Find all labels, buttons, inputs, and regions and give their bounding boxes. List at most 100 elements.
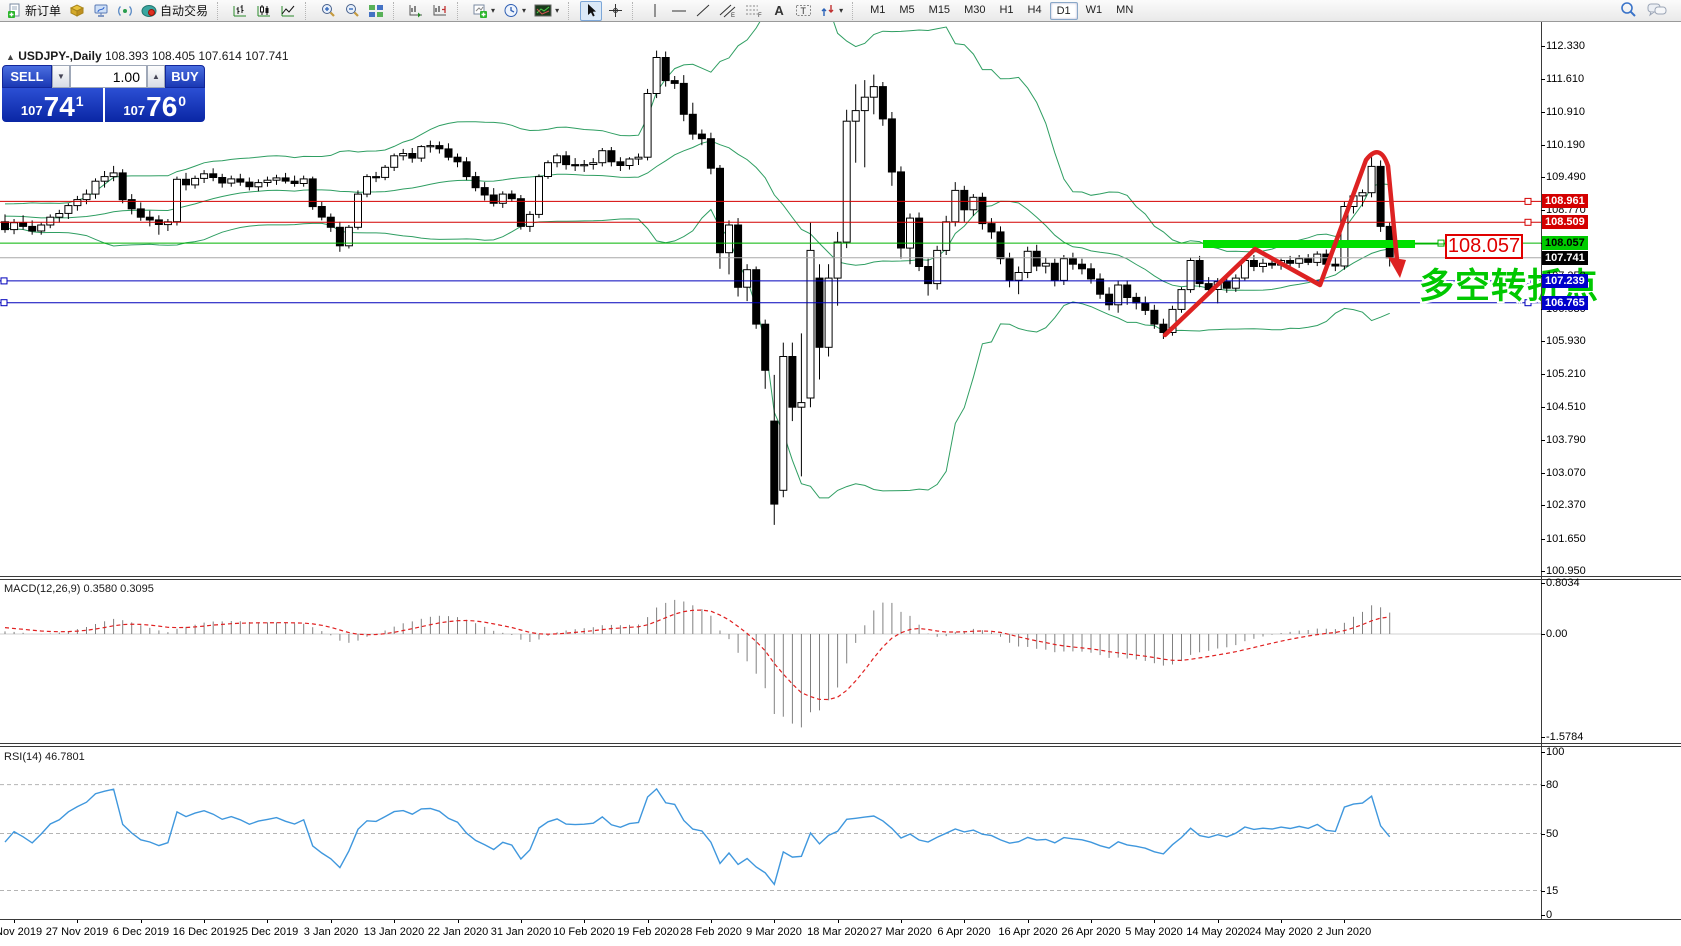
auto-scroll-button[interactable] — [405, 1, 427, 21]
timeframe-button-m5[interactable]: M5 — [899, 3, 915, 16]
autotrade-button[interactable]: 自动交易 — [138, 1, 211, 21]
timeframe-button-h4[interactable]: H4 — [1027, 3, 1042, 16]
buy-price-pips: 76 — [146, 91, 178, 122]
templates-button[interactable]: ▾ — [531, 1, 562, 21]
symbol-name: USDJPY-,Daily — [18, 49, 102, 63]
price-axis-border — [1541, 22, 1542, 920]
date-tick — [77, 920, 78, 923]
horizontal-line-icon — [672, 10, 687, 12]
price-tick-label: 110.190 — [1546, 139, 1585, 151]
vertical-line-tool[interactable] — [644, 1, 666, 21]
auto-scroll-icon — [409, 5, 423, 18]
candlestick-chart-button[interactable] — [253, 1, 275, 21]
buy-price-display[interactable]: 107 76 0 — [104, 88, 205, 122]
arrows-tool[interactable]: ▾ — [817, 1, 846, 21]
date-tick-label: 14 May 2020 — [1186, 926, 1250, 938]
macd-panel-canvas[interactable] — [0, 580, 1541, 745]
buy-price-point: 0 — [178, 93, 187, 109]
panel-separator — [0, 579, 1681, 580]
chat-icon[interactable] — [1647, 2, 1667, 18]
trendline-tool[interactable] — [692, 1, 714, 21]
date-tick — [964, 920, 965, 923]
date-tick — [774, 920, 775, 923]
rsi-line — [4, 787, 1391, 886]
crosshair-tool-button[interactable] — [604, 1, 626, 21]
periods-button[interactable]: ▾ — [500, 1, 529, 21]
price-level-callout[interactable]: 108.057 — [1445, 234, 1523, 259]
timeframe-button-w1[interactable]: W1 — [1085, 3, 1103, 16]
terminal-button[interactable] — [90, 1, 112, 21]
arrow-shapes-icon — [821, 5, 834, 16]
volume-increase-button[interactable]: ▲ — [147, 65, 165, 88]
new-order-button[interactable]: 新订单 — [4, 1, 64, 21]
volume-decrease-button[interactable]: ▼ — [52, 65, 70, 88]
date-tick-label: 22 Jan 2020 — [427, 926, 489, 938]
new-order-icon — [8, 3, 20, 18]
zoom-in-button[interactable] — [317, 1, 339, 21]
buy-price-figure: 107 — [123, 103, 146, 118]
sell-price-figure: 107 — [20, 103, 43, 118]
date-tick — [204, 920, 205, 923]
timeframe-button-mn[interactable]: MN — [1116, 3, 1134, 16]
date-tick — [584, 920, 585, 923]
search-icon[interactable] — [1620, 1, 1637, 18]
rsi-tick — [1541, 785, 1545, 786]
timeframe-button-m1[interactable]: M1 — [870, 3, 886, 16]
chart-profile-button[interactable] — [66, 1, 88, 21]
line-chart-button[interactable] — [277, 1, 299, 21]
price-tick — [1541, 79, 1545, 80]
text-tool[interactable]: A — [768, 1, 790, 21]
date-tick-label: 2 Jun 2020 — [1316, 926, 1372, 938]
horizontal-line-tool[interactable] — [668, 1, 690, 21]
channel-tool[interactable]: E — [716, 1, 740, 21]
price-badge: 108.509 — [1542, 215, 1588, 229]
panel-separator[interactable] — [0, 576, 1681, 577]
horizontal-line-object[interactable] — [0, 299, 1541, 307]
horizontal-line-object[interactable] — [0, 197, 1541, 205]
cursor-tool-button[interactable] — [580, 0, 603, 21]
sell-price-display[interactable]: 107 74 1 — [2, 88, 103, 122]
support-band-object[interactable] — [1203, 240, 1415, 248]
panel-separator[interactable] — [0, 743, 1681, 744]
volume-input[interactable] — [70, 65, 147, 88]
horizontal-line-object[interactable] — [0, 277, 1541, 285]
text-label-icon: T — [796, 5, 812, 16]
rsi-panel-canvas[interactable] — [0, 747, 1541, 920]
date-tick-label: 27 Mar 2020 — [870, 926, 932, 938]
sell-button[interactable]: SELL — [2, 65, 52, 88]
price-badge: 106.765 — [1542, 296, 1588, 310]
signals-button[interactable] — [114, 1, 136, 21]
horizontal-line-object[interactable] — [0, 218, 1541, 226]
collapse-toggle-icon[interactable]: ▲ — [6, 52, 15, 62]
date-tick-label: 16 Apr 2020 — [998, 926, 1058, 938]
date-tick — [1154, 920, 1155, 923]
trend-zigzag-arrow[interactable] — [1162, 150, 1400, 338]
date-tick-label: 26 Apr 2020 — [1061, 926, 1121, 938]
bollinger-bands — [4, 22, 1390, 499]
label-tool[interactable]: T — [792, 1, 815, 21]
tile-windows-button[interactable] — [365, 1, 387, 21]
rsi-axis-label: 100 — [1546, 746, 1565, 758]
rsi-tick — [1541, 915, 1545, 916]
timeframe-button-d1[interactable]: D1 — [1049, 1, 1078, 20]
zoom-in-icon — [322, 4, 335, 17]
price-chart-canvas[interactable] — [0, 22, 1541, 576]
date-tick-label: 31 Jan 2020 — [490, 926, 552, 938]
chart-shift-button[interactable] — [429, 1, 451, 21]
timeframe-button-m15[interactable]: M15 — [928, 3, 951, 16]
zoom-out-icon — [346, 4, 359, 17]
price-tick — [1541, 46, 1545, 47]
timeframe-button-m30[interactable]: M30 — [964, 3, 986, 16]
svg-text:F: F — [758, 13, 762, 18]
bar-chart-button[interactable] — [229, 1, 251, 21]
price-tick — [1541, 505, 1545, 506]
buy-button[interactable]: BUY — [165, 65, 205, 88]
zoom-out-button[interactable] — [341, 1, 363, 21]
new-chart-button[interactable]: ▾ — [469, 1, 498, 21]
macd-signal-line — [4, 609, 1390, 701]
timeframe-button-h1[interactable]: H1 — [999, 3, 1014, 16]
price-tick-label: 112.330 — [1546, 40, 1585, 52]
fibonacci-tool[interactable]: F — [742, 1, 766, 21]
date-tick-label: 8 Nov 2019 — [0, 926, 43, 938]
price-tick — [1541, 145, 1545, 146]
